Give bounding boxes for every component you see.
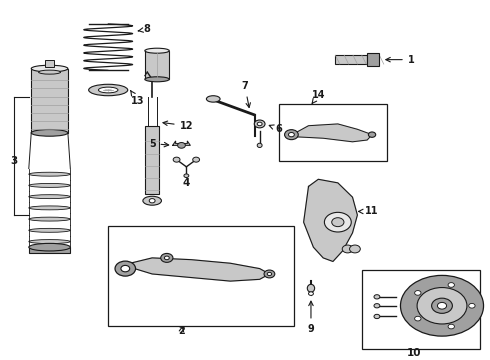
Ellipse shape [309, 292, 314, 296]
Ellipse shape [89, 84, 128, 96]
Ellipse shape [29, 206, 71, 210]
Ellipse shape [145, 77, 169, 82]
Ellipse shape [374, 314, 380, 319]
Ellipse shape [121, 265, 130, 272]
Text: 6: 6 [270, 124, 283, 134]
Bar [367, 53, 379, 66]
Text: 11: 11 [359, 206, 379, 216]
Ellipse shape [307, 284, 315, 292]
Ellipse shape [257, 143, 262, 148]
Ellipse shape [29, 217, 71, 221]
Polygon shape [123, 258, 270, 281]
Ellipse shape [31, 130, 68, 136]
Ellipse shape [415, 291, 421, 295]
Ellipse shape [145, 48, 169, 53]
Ellipse shape [29, 243, 71, 251]
Ellipse shape [448, 283, 454, 287]
Ellipse shape [254, 120, 265, 128]
Bar [145, 51, 169, 79]
Text: 4: 4 [183, 178, 190, 188]
Ellipse shape [206, 96, 220, 102]
Ellipse shape [417, 288, 467, 324]
Ellipse shape [469, 303, 475, 308]
Ellipse shape [39, 70, 61, 74]
Ellipse shape [257, 122, 262, 126]
Text: 5: 5 [149, 139, 169, 149]
Polygon shape [172, 141, 190, 145]
Text: 14: 14 [312, 90, 325, 103]
Text: 13: 13 [130, 91, 144, 106]
Ellipse shape [164, 256, 169, 260]
Text: 12: 12 [163, 121, 193, 131]
Ellipse shape [177, 143, 185, 148]
Ellipse shape [324, 212, 351, 232]
Ellipse shape [432, 298, 452, 313]
Bar [108, 226, 294, 326]
Ellipse shape [161, 253, 173, 262]
Ellipse shape [143, 196, 161, 205]
Text: 9: 9 [308, 301, 315, 334]
Polygon shape [304, 179, 357, 261]
Ellipse shape [438, 302, 446, 309]
Bar [335, 55, 367, 64]
Ellipse shape [149, 199, 155, 203]
Text: 7: 7 [242, 81, 250, 108]
Ellipse shape [29, 184, 71, 188]
Text: 3: 3 [10, 157, 18, 166]
Ellipse shape [29, 172, 71, 176]
Ellipse shape [289, 132, 294, 137]
Bar [45, 60, 54, 67]
Ellipse shape [448, 324, 454, 329]
Ellipse shape [368, 132, 376, 137]
Bar [31, 68, 68, 133]
Ellipse shape [193, 157, 199, 162]
Text: 2: 2 [178, 326, 185, 336]
Ellipse shape [374, 303, 380, 308]
Ellipse shape [400, 275, 484, 336]
Ellipse shape [184, 174, 189, 177]
Ellipse shape [29, 228, 71, 232]
Ellipse shape [285, 130, 298, 140]
Ellipse shape [342, 245, 353, 253]
Text: 1: 1 [386, 55, 415, 65]
Bar [29, 247, 71, 252]
Ellipse shape [29, 240, 71, 243]
Ellipse shape [173, 157, 180, 162]
Ellipse shape [115, 261, 136, 276]
Ellipse shape [349, 245, 360, 253]
Polygon shape [289, 124, 372, 142]
Bar [279, 104, 387, 161]
Bar [362, 270, 480, 349]
Text: 8: 8 [138, 24, 151, 34]
Ellipse shape [415, 316, 421, 321]
Ellipse shape [98, 87, 118, 93]
Ellipse shape [31, 65, 68, 72]
Text: 10: 10 [406, 348, 421, 358]
Ellipse shape [264, 270, 275, 278]
Ellipse shape [29, 195, 71, 199]
Ellipse shape [374, 295, 380, 299]
Bar [146, 126, 159, 194]
Ellipse shape [332, 218, 344, 227]
Ellipse shape [267, 273, 271, 275]
